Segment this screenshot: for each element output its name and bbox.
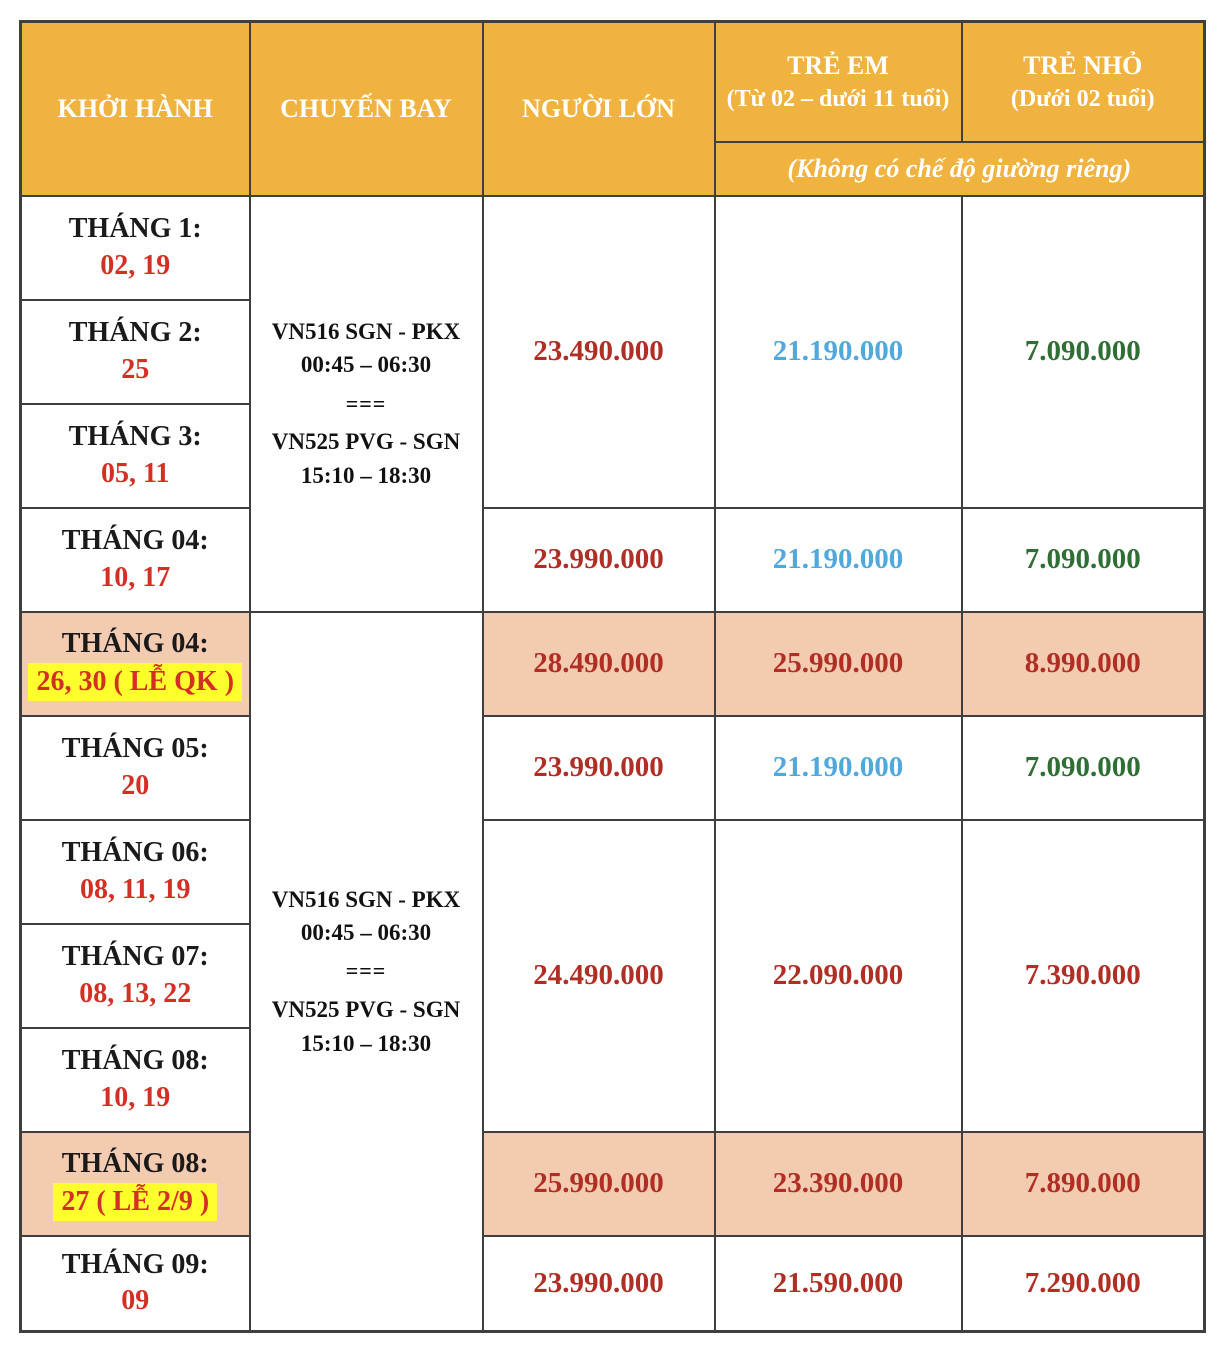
flight-cell-block2: VN516 SGN - PKX 00:45 – 06:30 === VN525 … — [248, 610, 484, 1333]
departure-cell: THÁNG 09: 09 — [19, 1234, 251, 1333]
dates-label: 26, 30 ( LỄ QK ) — [28, 662, 243, 701]
month-label: THÁNG 04: — [61, 628, 209, 660]
flight-leg1: VN516 SGN - PKX — [271, 318, 461, 344]
flight-leg1: VN516 SGN - PKX — [271, 886, 461, 912]
month-label: THÁNG 08: — [61, 1045, 209, 1077]
flight-leg2: VN525 PVG - SGN — [271, 429, 461, 455]
dates-label: 08, 11, 19 — [80, 873, 191, 905]
adult-price-cell: 23.990.000 — [481, 1234, 716, 1333]
dates-label: 27 ( LỄ 2/9 ) — [28, 1182, 243, 1221]
month-label: THÁNG 07: — [61, 941, 209, 973]
dates-label: 10, 17 — [100, 561, 171, 593]
departure-cell: THÁNG 1: 02, 19 — [19, 194, 251, 301]
dates-label: 02, 19 — [100, 249, 171, 281]
infant-price-cell: 7.090.000 — [960, 714, 1206, 821]
header-child-title: TRẺ EM — [787, 50, 889, 80]
header-cell-infant: TRẺ NHỎ (Dưới 02 tuổi) — [960, 20, 1206, 143]
adult-price-cell: 24.490.000 — [481, 818, 716, 1133]
adult-price-cell: 23.990.000 — [481, 506, 716, 613]
child-price-cell: 21.190.000 — [713, 714, 963, 821]
holiday-highlight: 27 ( LỄ 2/9 ) — [53, 1182, 218, 1221]
flight-separator: === — [345, 958, 387, 984]
month-label: THÁNG 06: — [61, 837, 209, 869]
flight-cell-block1: VN516 SGN - PKX 00:45 – 06:30 === VN525 … — [248, 194, 484, 613]
month-label: THÁNG 04: — [61, 525, 209, 557]
adult-price-cell: 23.490.000 — [481, 194, 716, 509]
month-label: THÁNG 3: — [68, 421, 202, 453]
header-cell-child: TRẺ EM (Từ 02 – dưới 11 tuổi) — [713, 20, 963, 143]
child-price-cell: 21.190.000 — [713, 194, 963, 509]
flight-time2: 15:10 – 18:30 — [300, 462, 432, 488]
adult-price-cell: 25.990.000 — [481, 1130, 716, 1237]
departure-cell: THÁNG 07: 08, 13, 22 — [19, 922, 251, 1029]
infant-price-cell: 7.290.000 — [960, 1234, 1206, 1333]
header-adult-label: NGƯỜI LỚN — [522, 93, 675, 123]
dates-label: 05, 11 — [101, 457, 170, 489]
departure-cell-holiday: THÁNG 08: 27 ( LỄ 2/9 ) — [19, 1130, 251, 1237]
header-child-subtitle: (Từ 02 – dưới 11 tuổi) — [726, 86, 950, 112]
header-no-bed-note: (Không có chế độ giường riêng) — [713, 140, 1206, 197]
departure-cell: THÁNG 08: 10, 19 — [19, 1026, 251, 1133]
departure-cell: THÁNG 06: 08, 11, 19 — [19, 818, 251, 925]
child-price-cell: 22.090.000 — [713, 818, 963, 1133]
infant-price-cell: 7.090.000 — [960, 506, 1206, 613]
header-cell-adult: NGƯỜI LỚN — [481, 20, 716, 197]
child-price-cell: 21.190.000 — [713, 506, 963, 613]
infant-price-cell: 7.890.000 — [960, 1130, 1206, 1237]
flight-time1: 00:45 – 06:30 — [300, 352, 432, 378]
header-cell-departure: KHỞI HÀNH — [19, 20, 251, 197]
header-infant-subtitle: (Dưới 02 tuổi) — [1010, 86, 1155, 112]
month-label: THÁNG 09: — [61, 1248, 209, 1280]
departure-cell: THÁNG 04: 10, 17 — [19, 506, 251, 613]
child-price-cell: 21.590.000 — [713, 1234, 963, 1333]
header-cell-flight: CHUYẾN BAY — [248, 20, 484, 197]
child-price-cell: 25.990.000 — [713, 610, 963, 717]
month-label: THÁNG 08: — [61, 1148, 209, 1180]
adult-price-cell: 23.990.000 — [481, 714, 716, 821]
departure-cell: THÁNG 3: 05, 11 — [19, 402, 251, 509]
infant-price-cell: 7.090.000 — [960, 194, 1206, 509]
dates-label: 20 — [121, 769, 150, 801]
month-label: THÁNG 2: — [68, 317, 202, 349]
month-label: THÁNG 1: — [68, 213, 202, 245]
infant-price-cell: 8.990.000 — [960, 610, 1206, 717]
month-label: THÁNG 05: — [61, 733, 209, 765]
flight-time1: 00:45 – 06:30 — [300, 919, 432, 945]
tour-price-table: KHỞI HÀNH CHUYẾN BAY NGƯỜI LỚN TRẺ EM (T… — [19, 20, 1206, 1333]
flight-leg2: VN525 PVG - SGN — [271, 997, 461, 1023]
holiday-highlight: 26, 30 ( LỄ QK ) — [28, 662, 243, 701]
dates-label: 09 — [121, 1285, 150, 1317]
departure-cell: THÁNG 05: 20 — [19, 714, 251, 821]
flight-separator: === — [345, 390, 387, 416]
header-infant-title: TRẺ NHỎ — [1023, 50, 1143, 80]
dates-label: 08, 13, 22 — [79, 977, 192, 1009]
infant-price-cell: 7.390.000 — [960, 818, 1206, 1133]
dates-label: 10, 19 — [100, 1081, 171, 1113]
dates-label: 25 — [121, 353, 150, 385]
header-flight-label: CHUYẾN BAY — [280, 93, 452, 123]
departure-cell-holiday: THÁNG 04: 26, 30 ( LỄ QK ) — [19, 610, 251, 717]
header-departure-label: KHỞI HÀNH — [57, 93, 213, 123]
child-price-cell: 23.390.000 — [713, 1130, 963, 1237]
flight-time2: 15:10 – 18:30 — [300, 1030, 432, 1056]
departure-cell: THÁNG 2: 25 — [19, 298, 251, 405]
adult-price-cell: 28.490.000 — [481, 610, 716, 717]
